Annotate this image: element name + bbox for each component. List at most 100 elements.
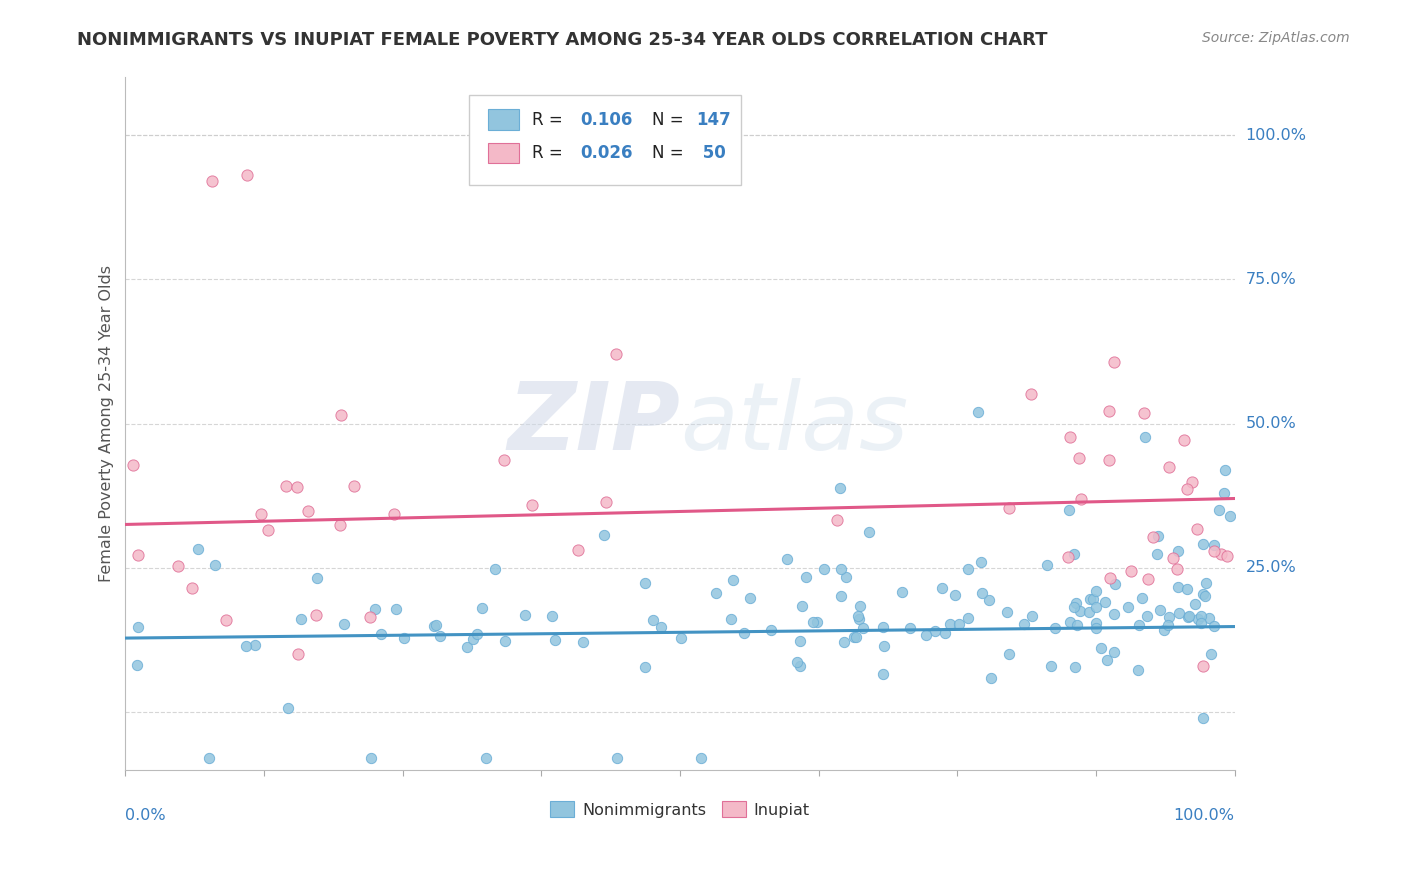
Point: [1036, 558, 1059, 572]
Point: [1177, 582, 1199, 596]
Point: [1177, 609, 1199, 624]
Point: [180, 581, 202, 595]
Point: [720, 611, 742, 625]
Point: [1084, 583, 1107, 598]
Point: [127, 548, 149, 562]
Point: [1202, 544, 1225, 558]
Point: [1085, 615, 1108, 630]
Point: [995, 605, 1018, 619]
Point: [1102, 644, 1125, 658]
Point: [786, 655, 808, 669]
Point: [1192, 587, 1215, 601]
Point: [924, 624, 946, 639]
Point: [429, 629, 451, 643]
Point: [1069, 450, 1091, 465]
Point: [1078, 591, 1101, 606]
Point: [1142, 530, 1164, 544]
Point: [287, 480, 309, 494]
Text: 100.0%: 100.0%: [1246, 128, 1306, 143]
Point: [733, 625, 755, 640]
Point: [1191, 537, 1213, 551]
Point: [956, 610, 979, 624]
Point: [1126, 663, 1149, 677]
Point: [970, 586, 993, 600]
Point: [1063, 548, 1085, 562]
FancyBboxPatch shape: [488, 143, 519, 163]
Point: [1202, 538, 1225, 552]
Point: [1167, 607, 1189, 621]
Point: [956, 562, 979, 576]
Point: [704, 585, 727, 599]
Point: [359, 610, 381, 624]
Point: [1157, 459, 1180, 474]
Point: [1146, 547, 1168, 561]
Point: [187, 542, 209, 557]
Point: [998, 647, 1021, 661]
Point: [1066, 617, 1088, 632]
Text: 0.106: 0.106: [581, 111, 633, 128]
Point: [471, 601, 494, 615]
Point: [215, 613, 238, 627]
Point: [1078, 605, 1101, 619]
Point: [891, 584, 914, 599]
Point: [980, 671, 1002, 685]
Point: [948, 616, 970, 631]
Point: [1184, 598, 1206, 612]
Point: [245, 638, 267, 652]
Point: [830, 562, 852, 576]
Point: [1133, 406, 1156, 420]
Point: [567, 542, 589, 557]
Point: [1135, 430, 1157, 444]
Text: 25.0%: 25.0%: [1246, 560, 1296, 575]
Point: [1121, 564, 1143, 578]
Point: [1219, 508, 1241, 523]
FancyBboxPatch shape: [470, 95, 741, 185]
Point: [201, 174, 224, 188]
Point: [606, 751, 628, 765]
Point: [256, 523, 278, 537]
Point: [1149, 603, 1171, 617]
Text: N =: N =: [652, 144, 689, 161]
Point: [789, 659, 811, 673]
Point: [721, 573, 744, 587]
Point: [967, 405, 990, 419]
Point: [1192, 658, 1215, 673]
Point: [1090, 640, 1112, 655]
Point: [1137, 572, 1160, 586]
Point: [1039, 659, 1062, 673]
Point: [423, 619, 446, 633]
Point: [1059, 430, 1081, 444]
Point: [650, 620, 672, 634]
Point: [872, 620, 894, 634]
Point: [1191, 711, 1213, 725]
Point: [915, 628, 938, 642]
Point: [643, 614, 665, 628]
Point: [1059, 503, 1081, 517]
Point: [852, 621, 875, 635]
Point: [1208, 503, 1230, 517]
Point: [463, 632, 485, 646]
Point: [789, 633, 811, 648]
Point: [848, 599, 870, 613]
Point: [1153, 623, 1175, 637]
Point: [1095, 653, 1118, 667]
Point: [738, 591, 761, 606]
Point: [1136, 609, 1159, 624]
Point: [1063, 599, 1085, 614]
Point: [425, 618, 447, 632]
Point: [1128, 617, 1150, 632]
Point: [998, 501, 1021, 516]
Text: 100.0%: 100.0%: [1174, 808, 1234, 823]
Legend: Nonimmigrants, Inupiat: Nonimmigrants, Inupiat: [544, 795, 817, 824]
Point: [848, 612, 870, 626]
Point: [939, 617, 962, 632]
Point: [198, 751, 221, 765]
Point: [592, 528, 614, 542]
Point: [360, 751, 382, 765]
Point: [827, 513, 849, 527]
Point: [274, 479, 297, 493]
Point: [122, 458, 145, 472]
Point: [1104, 577, 1126, 591]
Point: [484, 562, 506, 576]
Point: [494, 634, 516, 648]
